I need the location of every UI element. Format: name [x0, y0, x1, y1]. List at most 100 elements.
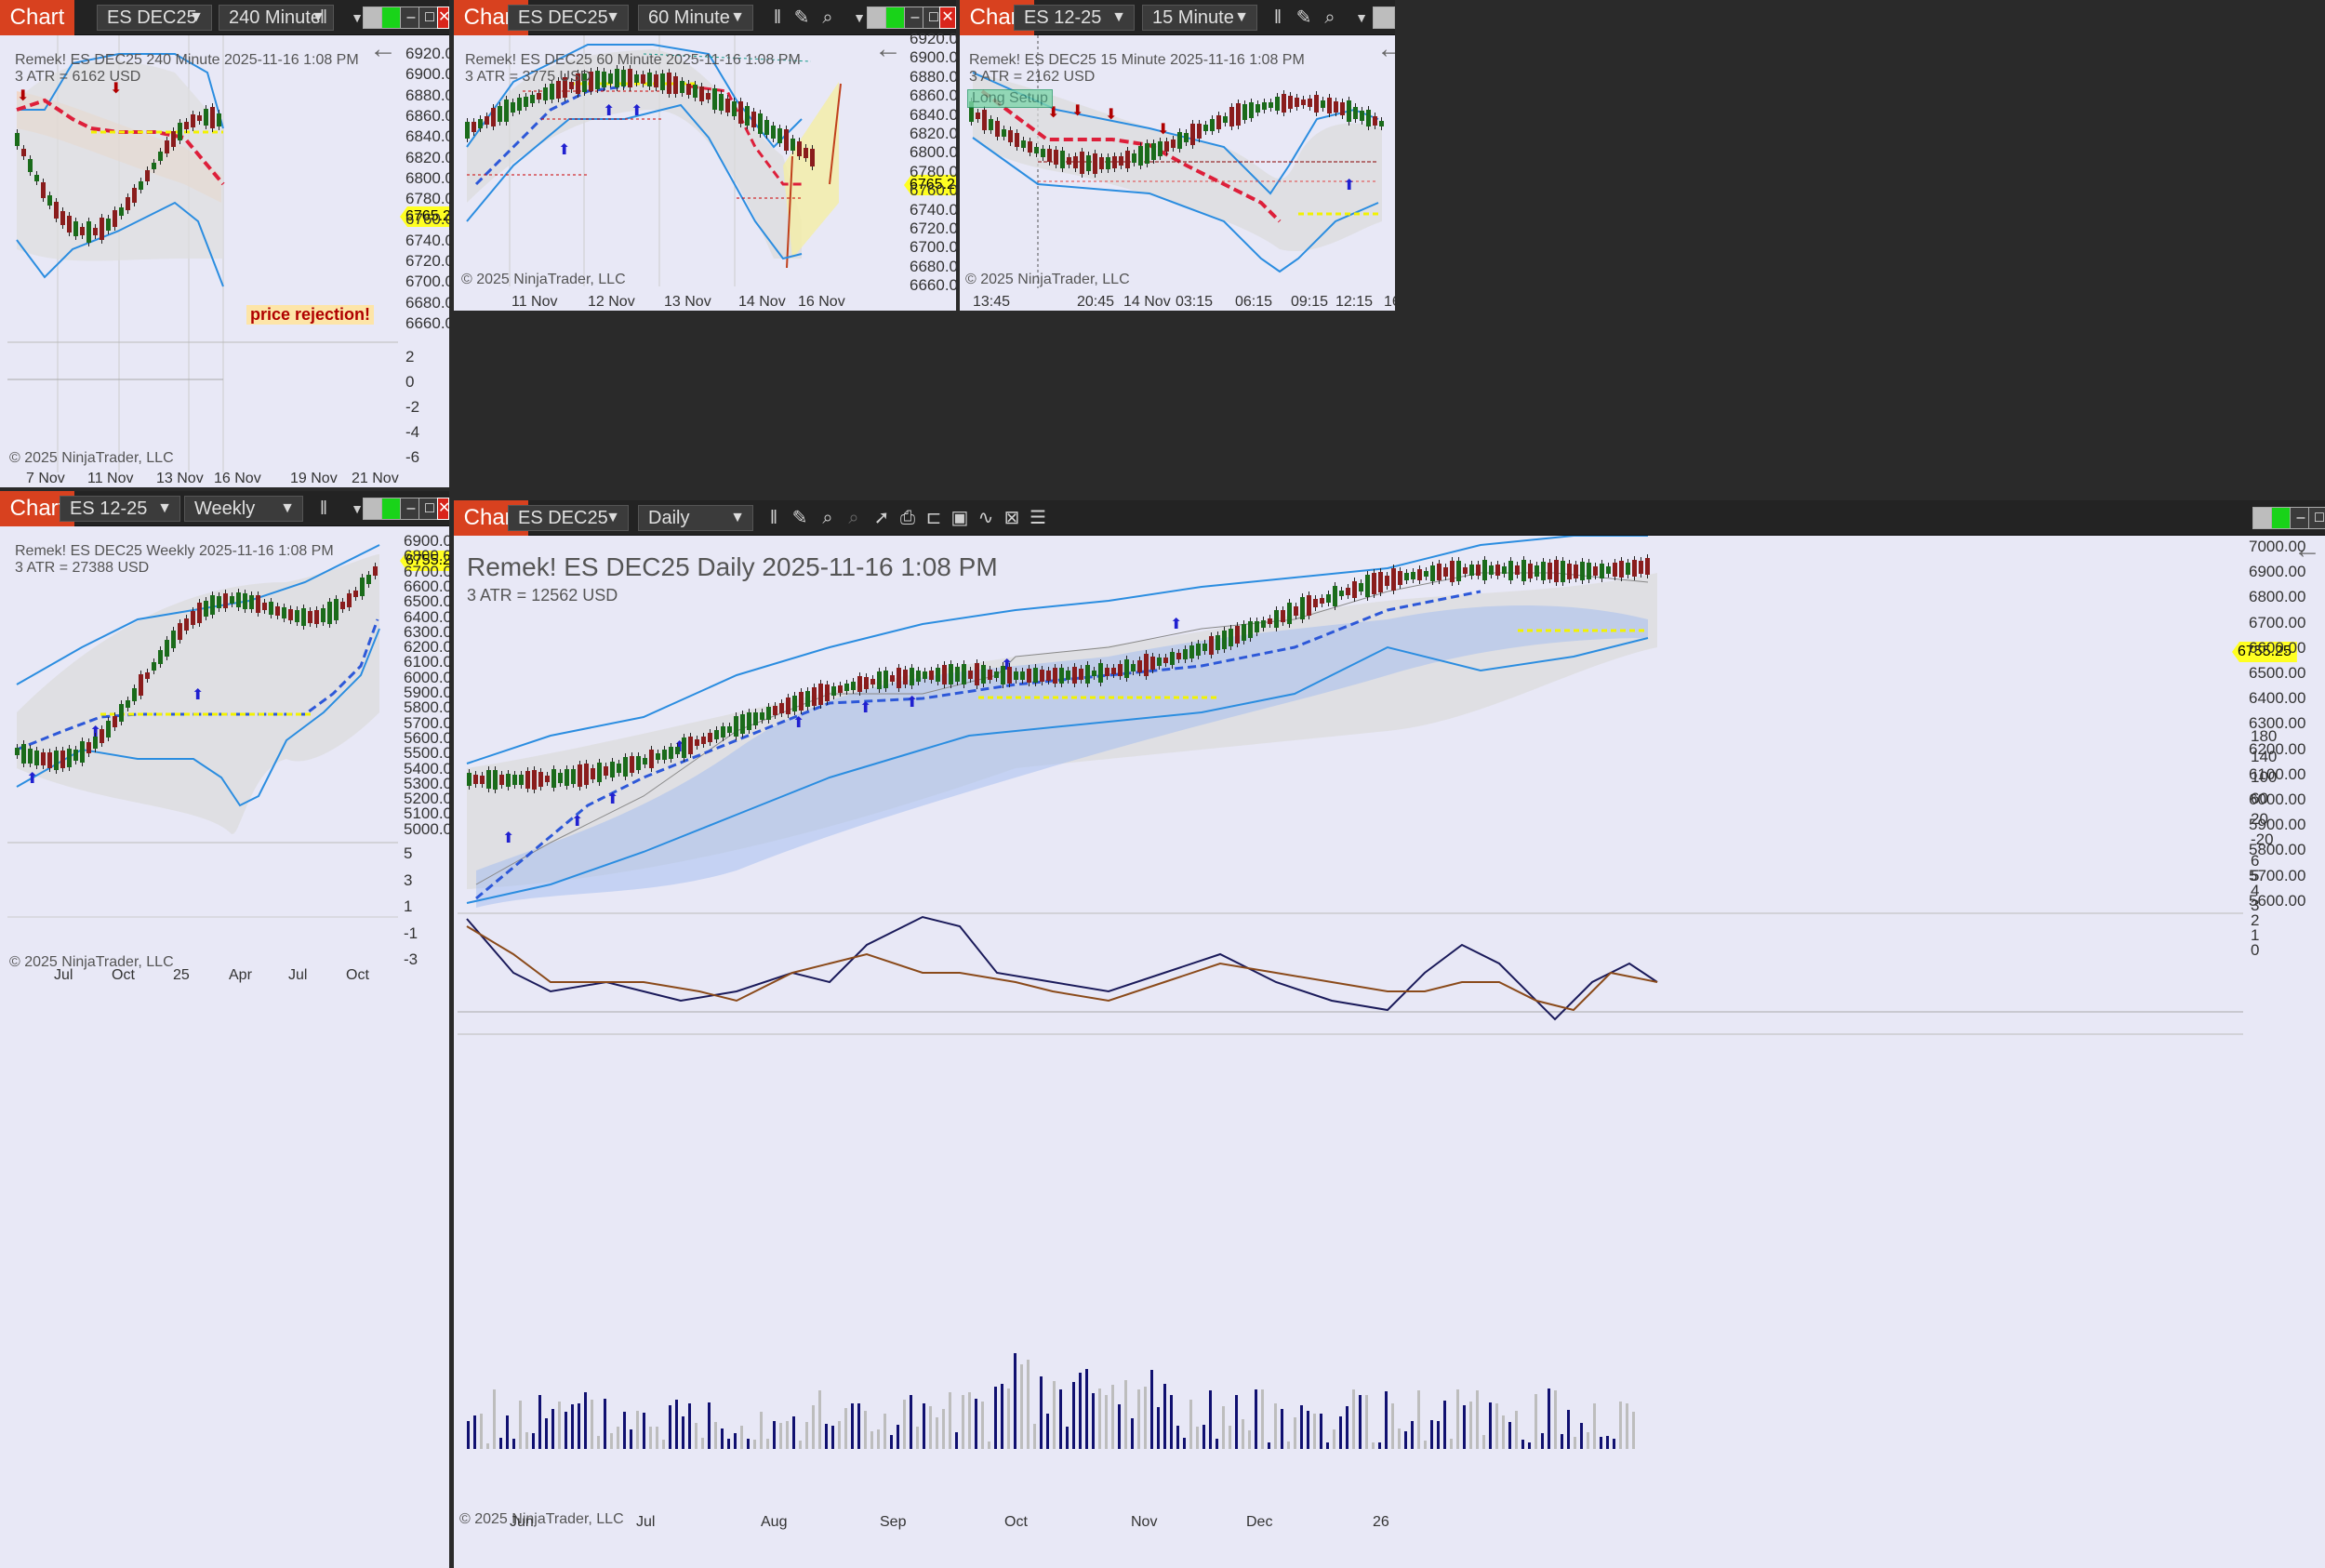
chevron-down-icon[interactable]: ▼ [853, 10, 866, 25]
candle-body [106, 218, 111, 232]
interval-dropdown[interactable]: Weekly ▼ [184, 496, 303, 522]
candle-body [152, 661, 156, 671]
price-chart-15[interactable]: ⬇ ⬇ ⬇ ⬇ ⬆ [963, 35, 1395, 311]
close-button[interactable]: ✕ [939, 7, 956, 29]
candle-body [844, 683, 849, 692]
axis-label: 4 [2251, 882, 2260, 899]
candle-body [634, 73, 639, 84]
strategy-icon[interactable]: ⊠ [1003, 508, 1020, 528]
instrument-label: ES DEC25 [518, 7, 608, 28]
candle-body [334, 598, 339, 621]
price-chart-240[interactable]: ⬇ ⬇ [7, 35, 398, 487]
maximize-button[interactable]: □ [2308, 507, 2325, 529]
candle-body [706, 92, 711, 100]
candle-body [1060, 151, 1065, 168]
candle-body [21, 743, 26, 764]
candle-body [1417, 569, 1422, 580]
close-button[interactable]: ✕ [437, 7, 449, 29]
instrument-dropdown[interactable]: ES 12-25 ▼ [1014, 5, 1135, 31]
price-chart-weekly[interactable]: ⬆ ⬆ ⬆ [7, 526, 398, 1568]
interval-dropdown[interactable]: 15 Minute ▼ [1142, 5, 1257, 31]
back-arrow-icon[interactable]: ← [1376, 33, 1395, 64]
candle-body [1111, 667, 1116, 675]
chart-header: Remek! ES DEC25 60 Minute 2025-11-16 1:0… [465, 52, 801, 68]
candle-body [126, 197, 130, 211]
price-tag: 6765.25 [400, 206, 449, 227]
window-gray-button[interactable] [1373, 7, 1395, 29]
candlestick-icon[interactable]: ‖ [319, 498, 328, 519]
histogram-bar [1463, 1404, 1466, 1449]
histogram-bar [910, 1395, 912, 1449]
histogram-bar [1541, 1433, 1544, 1449]
copyright: © 2025 NinjaTrader, LLC [9, 450, 174, 466]
candle-body [34, 750, 39, 765]
histogram-bar [786, 1421, 789, 1449]
histogram-bar [1027, 1359, 1030, 1449]
axis-label: 60 [2251, 789, 2268, 807]
indicator-icon[interactable]: ∿ [977, 508, 994, 528]
draw-pencil-icon[interactable]: ✎ [1295, 7, 1312, 28]
pointer-icon[interactable]: ➚ [873, 508, 890, 528]
candle-body [119, 207, 124, 217]
candlestick-icon[interactable]: ‖ [769, 508, 778, 528]
long-setup-label: Long Setup [967, 89, 1053, 108]
histogram-bar [1508, 1422, 1511, 1449]
candlestick-icon[interactable]: ‖ [773, 7, 782, 28]
candlestick-icon[interactable]: ‖ [1273, 7, 1282, 28]
bar-marker-icon[interactable]: ⊏ [925, 508, 942, 528]
chevron-down-icon[interactable]: ▼ [351, 10, 364, 25]
candle-body [1339, 591, 1344, 597]
candle-body [1261, 620, 1266, 629]
draw-pencil-icon[interactable]: ✎ [791, 508, 808, 528]
histogram-bar [1105, 1394, 1108, 1449]
axis-label: Jun [510, 1514, 534, 1530]
close-button[interactable]: ✕ [437, 498, 449, 520]
candle-body [106, 720, 111, 738]
instrument-dropdown[interactable]: ES 12-25 ▼ [60, 496, 180, 522]
candle-body [217, 113, 221, 126]
histogram-bar [1333, 1428, 1335, 1449]
candle-body [1294, 605, 1298, 617]
candle-body [243, 592, 247, 609]
candle-body [734, 716, 738, 737]
axis-label: 16 Nov [1384, 294, 1395, 310]
zoom-icon[interactable]: ⌕ [1324, 7, 1335, 28]
zoom-in-icon[interactable]: ⌕ [822, 508, 833, 528]
histogram-bar [897, 1424, 899, 1449]
candle-body [21, 149, 26, 157]
histogram-bar [1287, 1442, 1290, 1449]
back-arrow-icon[interactable]: ← [874, 33, 902, 64]
back-arrow-icon[interactable]: ← [369, 33, 397, 64]
interval-dropdown[interactable]: Daily ▼ [638, 505, 753, 531]
instrument-dropdown[interactable]: ES DEC25 ▼ [508, 5, 629, 31]
candle-body [1508, 560, 1513, 580]
candlestick-icon[interactable]: ‖ [319, 7, 328, 28]
histogram-bar [1313, 1414, 1316, 1449]
histogram-bar [1066, 1427, 1069, 1449]
price-chart-daily[interactable]: ⬆⬆⬆⬆⬆⬆⬆⬆⬆ [458, 536, 2243, 1568]
instrument-dropdown[interactable]: ES DEC25 ▼ [508, 505, 629, 531]
back-arrow-icon[interactable]: ← [2293, 534, 2321, 565]
chevron-down-icon[interactable]: ▼ [351, 501, 364, 516]
interval-dropdown[interactable]: 240 Minute ▼ [219, 5, 334, 31]
histogram-bar [1163, 1384, 1166, 1449]
zoom-out-icon[interactable]: ⌕ [848, 508, 859, 528]
properties-icon[interactable]: ☰ [1030, 508, 1046, 528]
data-box-icon[interactable]: ⎙ [900, 508, 915, 528]
interval-dropdown[interactable]: 60 Minute ▼ [638, 5, 753, 31]
screenshot-icon[interactable]: ▣ [950, 508, 969, 528]
chevron-down-icon[interactable]: ▼ [1355, 10, 1368, 25]
axis-label: 6700.00 [2249, 613, 2306, 631]
instrument-dropdown[interactable]: ES DEC25 ▼ [97, 5, 212, 31]
chart-tab[interactable]: Chart [0, 0, 74, 35]
zoom-icon[interactable]: ⌕ [822, 7, 833, 28]
histogram-bar [1014, 1352, 1016, 1449]
draw-pencil-icon[interactable]: ✎ [793, 7, 810, 28]
candle-body [152, 162, 156, 169]
candle-body [145, 672, 150, 679]
candle-body [1047, 149, 1052, 162]
svg-text:⬇: ⬇ [1157, 122, 1169, 138]
candle-body [805, 691, 810, 707]
histogram-bar [851, 1403, 854, 1449]
histogram-bar [545, 1418, 548, 1449]
